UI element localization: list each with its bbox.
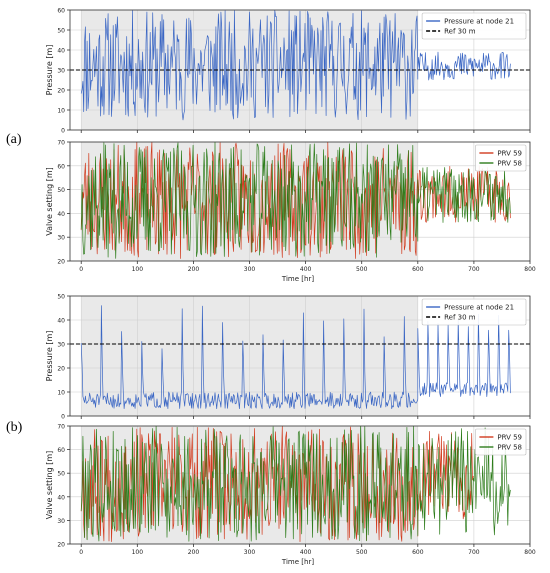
y-tick-label: 40 (57, 318, 65, 325)
legend-label: PRV 59 (497, 150, 522, 158)
series-line-pressure-at-node-21 (80, 305, 511, 410)
y-tick-label: 40 (57, 494, 65, 501)
y-tick-label: 20 (57, 259, 65, 266)
y-axis-label: Pressure [m] (45, 45, 54, 96)
y-tick-label: 30 (57, 68, 65, 75)
panel-label-b: (b) (6, 420, 23, 435)
y-tick-label: 30 (57, 235, 65, 242)
axes-frame (69, 295, 531, 417)
series-group (80, 142, 511, 259)
x-tick-label: 800 (524, 266, 536, 273)
x-tick-label: 0 (79, 549, 83, 556)
chart-panel-1: 0 10 20 30 40 50 60 Pressure [m] Pressure at nod… (45, 8, 531, 135)
x-tick-label: 700 (468, 549, 480, 556)
legend-box (475, 144, 527, 172)
legend-box (421, 12, 527, 40)
y-tick-label: 70 (57, 424, 65, 431)
x-tick-label: 600 (412, 266, 424, 273)
y-tick-label: 60 (57, 8, 65, 15)
y-tick-label: 30 (57, 342, 65, 349)
legend: Pressure at node 21 Ref 30 m (421, 298, 527, 326)
legend: PRV 59 PRV 58 (475, 144, 527, 172)
axes-frame (69, 141, 531, 262)
series-group (80, 426, 511, 542)
y-tick-label: 30 (57, 518, 65, 525)
legend-box (475, 428, 527, 456)
chart-panel-3: 0 10 20 30 40 50 Pressure [m] Pressure at node … (45, 294, 531, 421)
legend-box (421, 298, 527, 326)
x-tick-label: 0 (79, 266, 83, 273)
series-group (80, 10, 511, 121)
y-tick-label: 50 (57, 294, 65, 301)
x-tick-label: 300 (244, 266, 256, 273)
x-tick-label: 600 (412, 549, 424, 556)
axes-frame (69, 425, 531, 545)
series-line-prv-58 (80, 426, 511, 542)
y-tick-label: 20 (57, 542, 65, 549)
y-tick-label: 50 (57, 28, 65, 35)
series-line-prv-58 (80, 142, 511, 259)
x-tick-label: 100 (132, 549, 144, 556)
x-tick-label: 500 (356, 549, 368, 556)
y-tick-label: 60 (57, 163, 65, 170)
y-axis-label: Pressure [m] (45, 331, 54, 382)
series-group (80, 305, 511, 410)
series-line-prv-59 (80, 142, 511, 259)
x-axis-label: Time [hr] (281, 558, 314, 566)
x-tick-label: 300 (244, 549, 256, 556)
legend-label: PRV 59 (497, 434, 522, 442)
x-tick-label: 400 (300, 266, 312, 273)
y-tick-label: 40 (57, 211, 65, 218)
x-tick-label: 800 (524, 549, 536, 556)
legend-label: PRV 58 (497, 444, 522, 452)
x-tick-label: 200 (188, 266, 200, 273)
x-tick-label: 400 (300, 549, 312, 556)
legend-label: Pressure at node 21 (444, 18, 514, 26)
legend-label: Ref 30 m (444, 28, 476, 36)
x-axis-label: Time [hr] (281, 275, 314, 283)
y-tick-label: 0 (61, 414, 65, 421)
series-line-prv-59 (80, 426, 474, 542)
x-tick-label: 700 (468, 266, 480, 273)
y-tick-label: 10 (57, 390, 65, 397)
y-tick-label: 50 (57, 187, 65, 194)
y-axis-label: Valve setting [m] (45, 451, 54, 520)
x-tick-label: 500 (356, 266, 368, 273)
y-tick-label: 70 (57, 140, 65, 147)
panel-label-a: (a) (6, 132, 22, 147)
y-tick-label: 20 (57, 366, 65, 373)
legend-label: Pressure at node 21 (444, 304, 514, 312)
y-tick-label: 50 (57, 471, 65, 478)
y-tick-label: 0 (61, 128, 65, 135)
legend: PRV 59 PRV 58 (475, 428, 527, 456)
y-tick-label: 60 (57, 447, 65, 454)
x-tick-label: 100 (132, 266, 144, 273)
y-axis-label: Valve setting [m] (45, 167, 54, 236)
y-tick-label: 10 (57, 108, 65, 115)
legend-label: Ref 30 m (444, 314, 476, 322)
y-tick-label: 40 (57, 48, 65, 55)
legend: Pressure at node 21 Ref 30 m (421, 12, 527, 40)
x-tick-label: 200 (188, 549, 200, 556)
series-line-pressure-at-node-21 (80, 10, 511, 121)
legend-label: PRV 58 (497, 160, 522, 168)
y-tick-label: 20 (57, 88, 65, 95)
